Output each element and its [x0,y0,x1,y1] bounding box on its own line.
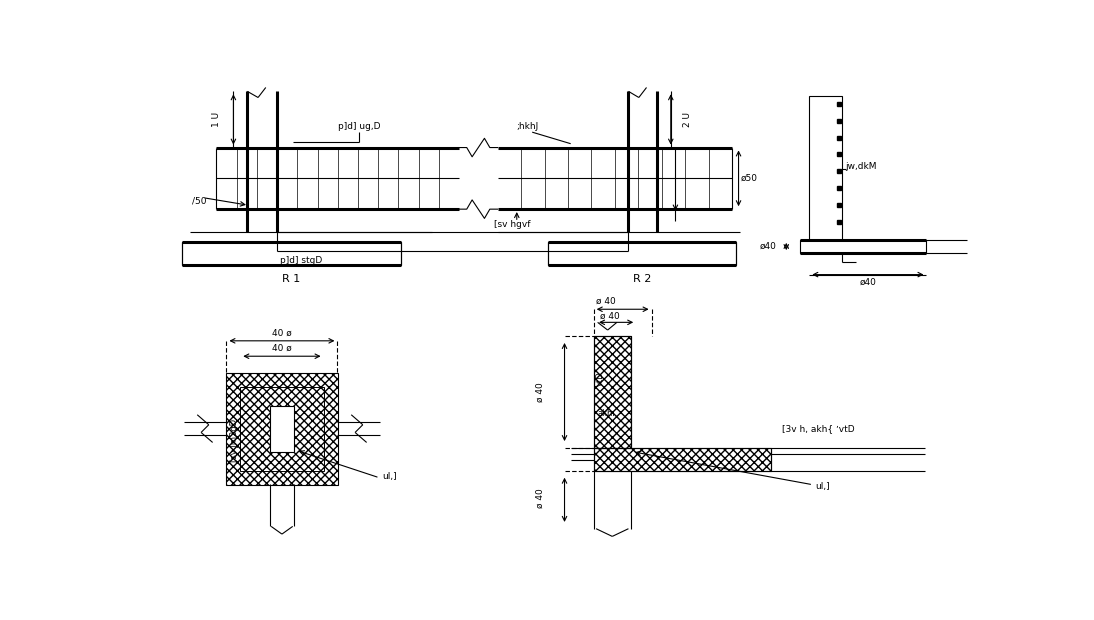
Bar [800,240,927,253]
Text: ;hkhJ: ;hkhJ [516,122,539,131]
Text: p]d] stgD: p]d] stgD [280,256,323,265]
Text: ø 40: ø 40 [596,297,616,306]
Text: jw,dkM: jw,dkM [846,162,877,171]
Text: ul,]: ul,] [382,472,397,481]
Text: 2 U: 2 U [684,112,693,127]
Text: [sv hgvf: [sv hgvf [493,220,531,229]
Bar [548,242,736,265]
Bar [594,448,771,471]
Text: [sv Jm2gD: [sv Jm2gD [231,418,240,462]
Text: ø40: ø40 [760,242,777,251]
Bar [594,448,771,471]
Text: 1 U: 1 U [212,112,221,127]
Text: p]d] ug,D: p]d] ug,D [338,122,381,131]
Text: ø40: ø40 [860,278,876,287]
Text: akhı: akhı [597,409,616,418]
Text: ø 40: ø 40 [535,488,545,508]
Bar [226,373,338,485]
Text: ø 40: ø 40 [600,312,619,321]
Text: R 2: R 2 [632,274,651,284]
Text: vtD: vtD [596,371,605,386]
Text: ø50: ø50 [741,174,758,183]
Text: /50: /50 [191,197,207,206]
Bar [810,96,841,240]
Text: R 1: R 1 [282,274,301,284]
Bar [241,387,324,471]
Text: ul,]: ul,] [815,482,830,491]
Bar [182,242,401,265]
Bar [594,336,631,448]
Text: 40 ø: 40 ø [272,344,292,353]
Text: ø 40: ø 40 [535,382,545,402]
Text: [3v h, akh{ ʼvtD: [3v h, akh{ ʼvtD [782,424,856,433]
Bar [594,336,631,448]
Bar [269,405,294,452]
Text: 40 ø: 40 ø [272,329,292,338]
